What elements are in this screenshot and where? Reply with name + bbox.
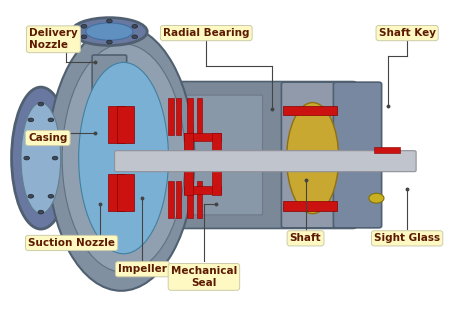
Bar	[184, 133, 192, 195]
Bar	[184, 186, 221, 193]
Bar	[184, 133, 221, 141]
FancyBboxPatch shape	[92, 55, 127, 95]
FancyBboxPatch shape	[115, 151, 416, 172]
Circle shape	[24, 156, 29, 160]
Bar	[187, 98, 193, 135]
Circle shape	[81, 24, 87, 28]
Bar	[118, 174, 135, 210]
Ellipse shape	[79, 62, 168, 254]
Circle shape	[28, 194, 34, 198]
Text: Shaft: Shaft	[290, 233, 321, 243]
Circle shape	[28, 118, 34, 122]
Circle shape	[38, 210, 44, 214]
Circle shape	[48, 194, 54, 198]
Bar	[168, 181, 174, 218]
Bar	[283, 106, 337, 115]
Circle shape	[52, 156, 58, 160]
Text: Radial Bearing: Radial Bearing	[163, 28, 249, 38]
Circle shape	[369, 193, 384, 203]
Bar	[118, 106, 135, 143]
Ellipse shape	[48, 25, 194, 291]
Bar	[108, 106, 125, 143]
Ellipse shape	[62, 44, 185, 272]
Circle shape	[38, 102, 44, 106]
Circle shape	[132, 24, 137, 28]
Circle shape	[132, 35, 137, 39]
Bar	[197, 181, 202, 218]
FancyBboxPatch shape	[173, 95, 263, 215]
Text: Impeller: Impeller	[118, 264, 167, 274]
Ellipse shape	[21, 103, 61, 214]
Text: Casing: Casing	[28, 133, 67, 143]
Ellipse shape	[72, 18, 147, 46]
Bar	[283, 201, 337, 210]
Circle shape	[48, 118, 54, 122]
Ellipse shape	[86, 23, 133, 40]
FancyBboxPatch shape	[333, 82, 382, 228]
FancyBboxPatch shape	[164, 82, 356, 228]
Bar	[175, 98, 181, 135]
Bar	[168, 98, 174, 135]
Text: Sight Glass: Sight Glass	[374, 233, 440, 243]
Text: Delivery
Nozzle: Delivery Nozzle	[29, 29, 78, 50]
Circle shape	[81, 35, 87, 39]
Bar	[212, 133, 221, 195]
Circle shape	[107, 40, 112, 44]
Text: Suction Nozzle: Suction Nozzle	[28, 238, 115, 248]
Bar	[197, 98, 202, 135]
Bar	[108, 174, 125, 210]
Ellipse shape	[287, 103, 338, 214]
Text: Mechanical
Seal: Mechanical Seal	[171, 266, 237, 288]
Text: Shaft Key: Shaft Key	[379, 28, 436, 38]
Bar	[187, 181, 193, 218]
Bar	[374, 147, 400, 153]
Ellipse shape	[11, 87, 70, 229]
FancyBboxPatch shape	[282, 82, 339, 228]
Circle shape	[107, 19, 112, 23]
Bar	[175, 181, 181, 218]
